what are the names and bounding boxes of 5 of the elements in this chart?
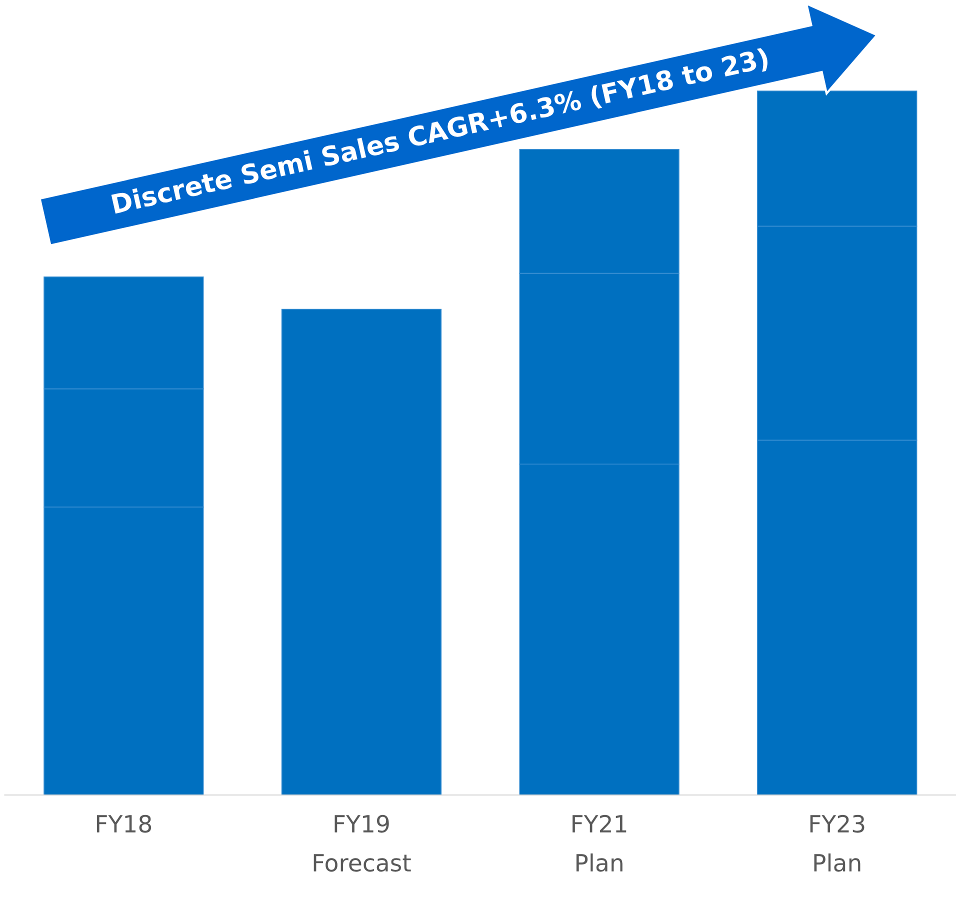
x-tick-label: FY18: [96, 814, 152, 833]
x-tick-label: FY23 Plan: [810, 814, 864, 872]
x-tick-label: FY21 Plan: [572, 814, 626, 872]
bar: [281, 308, 442, 795]
x-tick-label: FY19 Forecast: [314, 814, 411, 872]
